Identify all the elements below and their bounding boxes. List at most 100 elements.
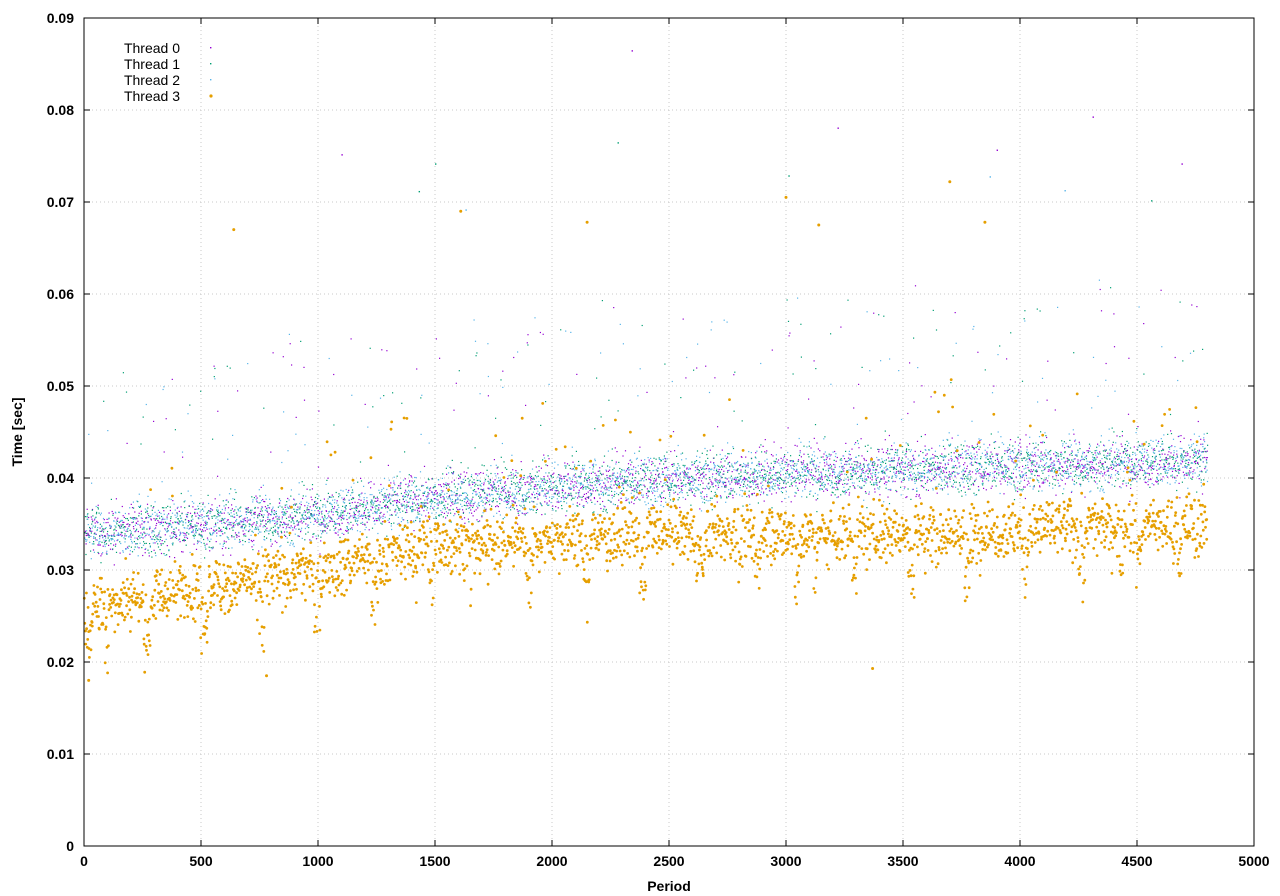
data-point <box>1068 446 1070 448</box>
data-point <box>188 533 190 535</box>
data-point <box>978 489 980 492</box>
data-point <box>639 490 641 492</box>
data-point <box>1168 463 1171 465</box>
data-point <box>1176 475 1178 477</box>
data-point <box>972 483 974 485</box>
data-point <box>874 488 876 490</box>
data-point <box>1051 462 1053 464</box>
data-point <box>607 481 609 483</box>
data-point <box>283 521 285 523</box>
data-point <box>876 484 878 486</box>
data-point <box>281 511 283 513</box>
data-point <box>1036 470 1038 472</box>
data-point <box>535 512 537 514</box>
data-point <box>492 497 494 499</box>
data-point <box>608 494 610 496</box>
data-point <box>718 468 720 471</box>
data-point <box>1198 474 1200 476</box>
data-point <box>936 474 938 476</box>
data-point <box>810 471 812 473</box>
data-point <box>792 464 794 466</box>
data-point <box>416 368 418 370</box>
data-point <box>104 544 106 546</box>
data-point <box>184 533 186 535</box>
data-point <box>952 486 954 488</box>
data-point <box>963 445 965 447</box>
data-point <box>244 533 246 535</box>
data-point <box>205 515 207 517</box>
data-point <box>770 462 772 464</box>
data-point <box>611 474 613 476</box>
data-point <box>209 550 211 552</box>
data-point <box>1061 474 1063 476</box>
data-point <box>731 471 733 473</box>
data-point <box>1196 457 1198 459</box>
data-point <box>395 494 397 496</box>
data-point <box>834 476 836 478</box>
data-point <box>333 373 335 376</box>
data-point <box>801 481 803 483</box>
data-point <box>861 455 863 457</box>
data-point <box>457 474 460 476</box>
data-point <box>635 470 637 472</box>
data-point <box>701 473 703 475</box>
data-point <box>587 486 589 488</box>
data-point <box>864 481 866 483</box>
data-point <box>503 486 505 488</box>
data-point <box>93 541 95 543</box>
data-point <box>870 447 872 449</box>
data-point <box>671 486 673 488</box>
data-point <box>817 498 819 500</box>
data-point <box>1041 442 1043 444</box>
data-point <box>191 527 193 529</box>
data-point <box>137 530 139 533</box>
data-point <box>597 480 599 482</box>
data-point <box>598 494 600 496</box>
data-point <box>238 523 240 525</box>
data-point <box>609 478 611 480</box>
data-point <box>1020 489 1022 491</box>
data-point <box>567 473 569 475</box>
data-point <box>446 483 449 485</box>
data-point <box>1202 457 1204 459</box>
data-point <box>264 525 266 528</box>
data-point <box>440 485 442 488</box>
data-point <box>764 478 767 480</box>
data-point <box>564 475 566 477</box>
data-point <box>894 451 896 454</box>
data-point <box>1080 472 1082 474</box>
data-point <box>531 494 533 496</box>
data-point <box>332 514 334 516</box>
data-point <box>1182 461 1184 463</box>
data-point <box>1126 469 1128 471</box>
data-point <box>839 459 841 461</box>
data-point <box>143 541 145 543</box>
data-point <box>155 555 157 557</box>
data-point <box>873 312 875 314</box>
data-point <box>621 477 623 479</box>
data-point <box>924 465 926 468</box>
data-point <box>1109 477 1112 479</box>
data-point <box>1198 449 1200 451</box>
data-point <box>544 481 546 483</box>
data-point <box>86 516 88 518</box>
data-point <box>924 445 926 447</box>
data-point <box>744 477 746 480</box>
data-point <box>253 513 255 515</box>
data-point <box>100 512 102 514</box>
data-point <box>404 451 406 453</box>
data-point <box>805 466 807 468</box>
data-point <box>160 522 163 524</box>
data-point <box>766 450 768 452</box>
data-point <box>562 490 564 492</box>
data-point <box>746 484 749 486</box>
data-point <box>379 501 381 503</box>
data-point <box>1003 476 1005 478</box>
data-point <box>391 494 393 496</box>
data-point <box>535 509 538 511</box>
data-point <box>992 462 994 464</box>
data-point <box>599 470 601 472</box>
data-point <box>582 469 584 471</box>
data-point <box>457 509 459 511</box>
data-point <box>852 468 854 470</box>
